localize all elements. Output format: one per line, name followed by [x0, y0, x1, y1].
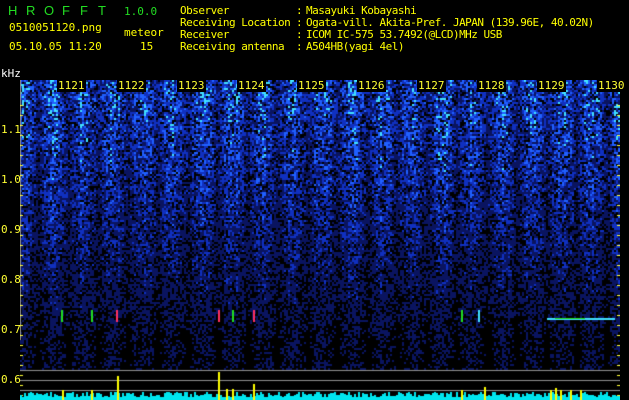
- y-tick-label: 0.9: [1, 223, 21, 236]
- y-tick-label: 0.6: [1, 373, 21, 386]
- y-tick-label: 0.8: [1, 273, 21, 286]
- x-tick-label: 1128: [477, 79, 506, 92]
- logo-letter: F: [80, 3, 88, 18]
- info-label: Receiving antenna: [180, 40, 285, 53]
- info-sep: :: [296, 40, 303, 53]
- y-tick-label: 0.7: [1, 323, 21, 336]
- x-tick-label: 1129: [537, 79, 566, 92]
- x-tick-label: 1123: [177, 79, 206, 92]
- info-value: ICOM IC-575 53.7492(@LCD)MHz USB: [306, 28, 502, 41]
- spectrogram: [20, 80, 620, 400]
- info-label: Receiver: [180, 28, 229, 41]
- x-tick-label: 1126: [357, 79, 386, 92]
- info-label: Receiving Location: [180, 16, 291, 29]
- info-value: A504HB(yagi 4el): [306, 40, 404, 53]
- filename: 0510051120.png: [9, 21, 102, 34]
- info-value: Masayuki Kobayashi: [306, 4, 417, 17]
- meteor-count: 15: [140, 40, 154, 53]
- meteor-label: meteor: [124, 26, 164, 39]
- info-sep: :: [296, 28, 303, 41]
- version: 1.0.0: [124, 5, 158, 18]
- logo-letter: H: [8, 3, 18, 18]
- x-tick-label: 1124: [237, 79, 266, 92]
- info-label: Observer: [180, 4, 229, 17]
- x-tick-label: 1121: [57, 79, 86, 92]
- x-tick-label: 1125: [297, 79, 326, 92]
- x-tick-label: 1122: [117, 79, 146, 92]
- info-value: Ogata-vill. Akita-Pref. JAPAN (139.96E, …: [306, 16, 594, 29]
- info-sep: :: [296, 4, 303, 17]
- logo-letter: O: [44, 3, 55, 18]
- y-axis-label: kHz: [1, 67, 21, 80]
- logo-letter: F: [62, 3, 70, 18]
- x-tick-label: 1130: [597, 79, 626, 92]
- logo-letter: T: [98, 3, 106, 18]
- x-tick-label: 1127: [417, 79, 446, 92]
- info-sep: :: [296, 16, 303, 29]
- y-tick-label: 1.1: [1, 123, 21, 136]
- logo-letter: R: [26, 3, 36, 18]
- y-tick-label: 1.0: [1, 173, 21, 186]
- datetime: 05.10.05 11:20: [9, 40, 102, 53]
